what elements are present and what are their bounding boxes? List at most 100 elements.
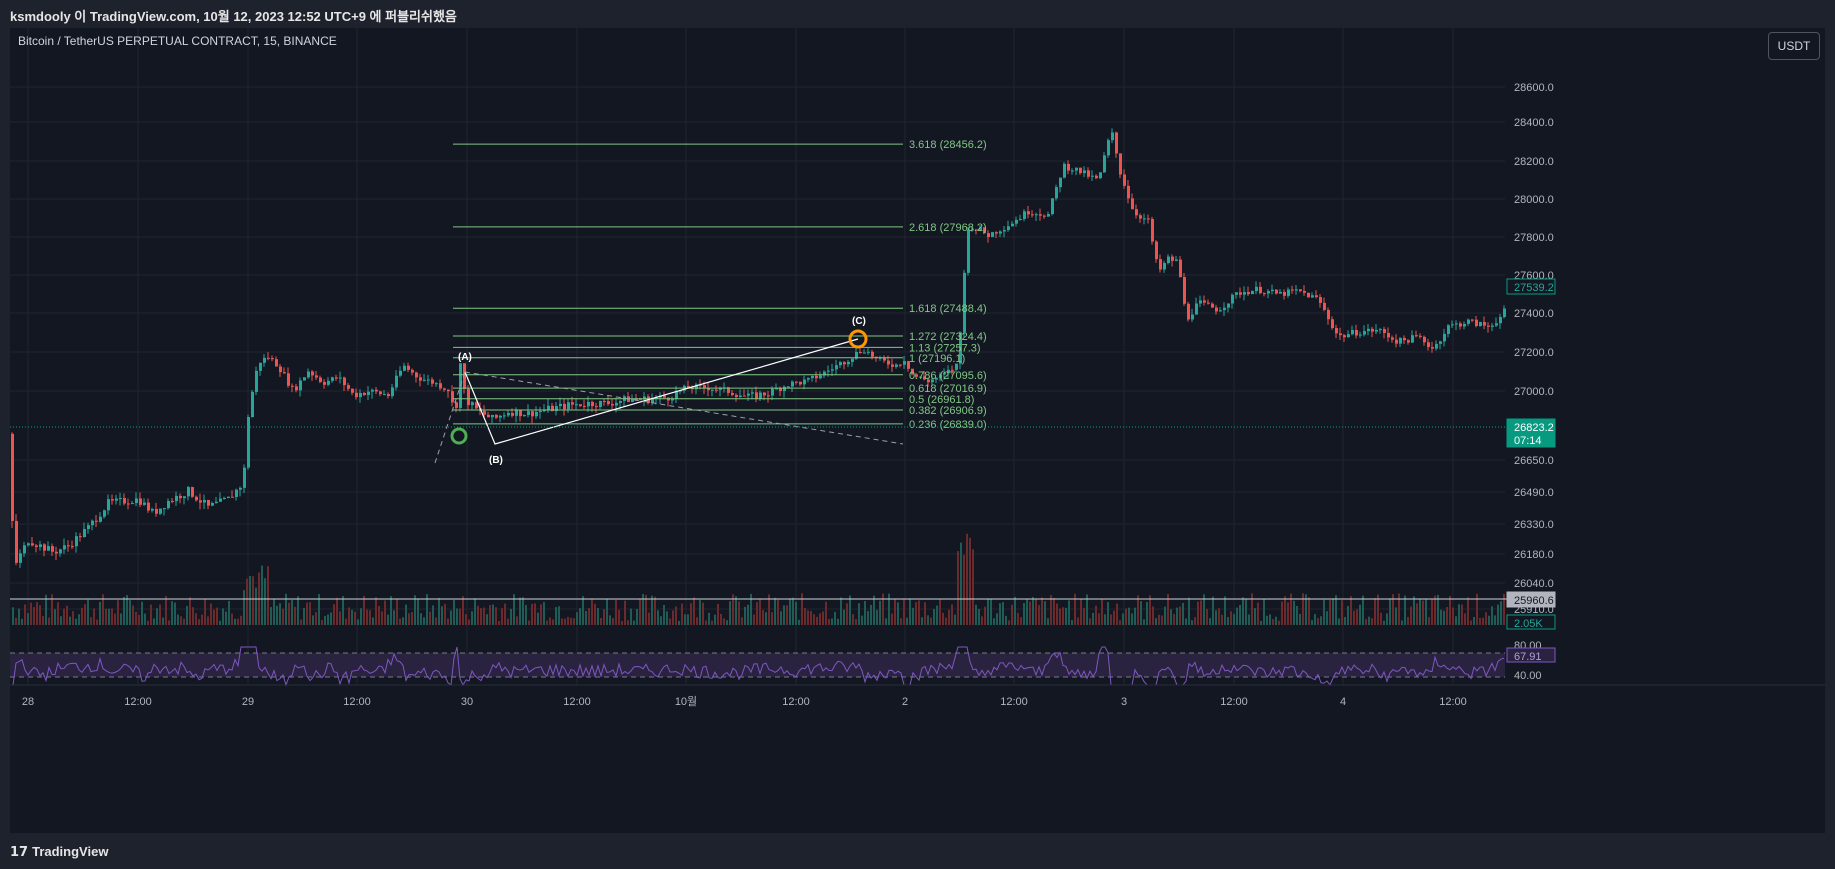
price-chart[interactable]: 3.618 (28456.2) 2.618 (27968.2) 1.618 (274…: [10, 28, 1825, 833]
time-axis-tick: 2: [902, 696, 908, 708]
volume-bar: [1359, 604, 1361, 625]
volume-bar: [369, 610, 371, 625]
candle-body: [1047, 214, 1050, 217]
volume-bar: [711, 620, 713, 625]
volume-bar: [1248, 614, 1250, 625]
price-axis-bg: [1507, 28, 1825, 833]
volume-bar: [810, 610, 812, 625]
volume-bar: [714, 614, 716, 625]
volume-bar: [1410, 606, 1412, 625]
candle-body: [887, 360, 890, 365]
volume-bar: [1482, 617, 1484, 625]
volume-bar: [1323, 599, 1325, 625]
volume-bar: [1413, 596, 1415, 625]
candle-body: [939, 374, 942, 378]
candle-body: [455, 402, 458, 408]
candle-body: [1503, 308, 1506, 317]
candle-body: [1363, 331, 1366, 335]
volume-bar: [516, 616, 518, 625]
volume-bar: [639, 599, 641, 625]
candle-body: [415, 372, 418, 378]
candle-body: [711, 389, 714, 391]
candle-body: [143, 502, 146, 505]
candle-body: [1263, 293, 1266, 295]
candle-body: [1179, 259, 1182, 278]
volume-bar: [612, 618, 614, 625]
candle-body: [27, 543, 30, 546]
volume-bar: [690, 603, 692, 625]
volume-bar: [435, 617, 437, 625]
candle-body: [1271, 289, 1274, 292]
candle-body: [1343, 335, 1346, 338]
currency-button[interactable]: USDT: [1768, 32, 1820, 60]
candle-body: [891, 364, 894, 367]
time-axis-tick: 12:00: [343, 696, 371, 708]
candle-body: [1483, 322, 1486, 326]
volume-bar: [1236, 607, 1238, 625]
price-axis-tick: 28200.0: [1514, 156, 1554, 168]
candle-body: [1167, 256, 1170, 264]
volume-bar: [1215, 610, 1217, 625]
volume-bar: [948, 609, 950, 625]
candle-body: [1491, 325, 1494, 327]
candle-body: [383, 394, 386, 396]
volume-bar: [1227, 617, 1229, 625]
price-axis-tick: 27000.0: [1514, 386, 1554, 398]
fib-level-label: 1.272 (27324.4): [909, 331, 987, 343]
volume-bar: [717, 603, 719, 625]
volume-bar: [1011, 604, 1013, 625]
volume-bar: [657, 610, 659, 625]
candle-body: [99, 516, 102, 522]
candle-body: [315, 375, 318, 378]
candle-body: [835, 365, 838, 370]
candle-body: [403, 365, 406, 371]
volume-bar: [543, 601, 545, 625]
volume-bar: [102, 594, 104, 625]
volume-bar: [852, 614, 854, 625]
volume-bar: [849, 595, 851, 625]
candle-body: [15, 520, 18, 563]
candle-body: [151, 508, 154, 511]
volume-bar: [1152, 606, 1154, 625]
volume-bar: [789, 598, 791, 625]
volume-bar: [519, 597, 521, 625]
candle-body: [575, 404, 578, 406]
volume-bar: [765, 612, 767, 625]
candle-body: [1411, 335, 1414, 343]
candle-body: [779, 388, 782, 391]
volume-bar: [1467, 597, 1469, 625]
candle-body: [283, 372, 286, 374]
candle-body: [131, 503, 134, 505]
volume-bar: [786, 605, 788, 625]
volume-bar: [54, 609, 56, 625]
price-badge-label: 26823.2: [1514, 422, 1554, 434]
candle-body: [1019, 218, 1022, 220]
attribution-bar: ksmdooly 이 TradingView.com, 10월 12, 2023…: [0, 0, 1835, 28]
volume-bar: [507, 618, 509, 625]
volume-bar: [1365, 619, 1367, 625]
candle-body: [523, 415, 526, 417]
volume-bar: [750, 593, 752, 625]
volume-bar: [831, 618, 833, 625]
volume-bar: [411, 612, 413, 625]
volume-bar: [420, 613, 422, 625]
candle-body: [911, 368, 914, 375]
tradingview-logo-icon: 17: [10, 845, 29, 860]
volume-bar: [1434, 595, 1436, 625]
price-axis-tick: 26180.0: [1514, 549, 1554, 561]
time-axis-tick: 12:00: [1220, 696, 1248, 708]
volume-bar: [318, 594, 320, 625]
volume-bar: [165, 595, 167, 625]
volume-bar: [249, 575, 251, 625]
candle-body: [563, 403, 566, 410]
candle-body: [1023, 211, 1026, 219]
candle-body: [1315, 295, 1318, 298]
price-badge-volume: [1506, 614, 1556, 630]
price-badge-label: 67.91: [1514, 651, 1542, 663]
volume-bar: [33, 607, 35, 625]
chart-area[interactable]: 3.618 (28456.2) 2.618 (27968.2) 1.618 (274…: [10, 28, 1825, 833]
tradingview-logo[interactable]: 17 TradingView: [10, 844, 108, 860]
volume-bar: [1032, 597, 1034, 625]
candle-body: [1215, 307, 1218, 312]
candle-body: [1099, 172, 1102, 179]
